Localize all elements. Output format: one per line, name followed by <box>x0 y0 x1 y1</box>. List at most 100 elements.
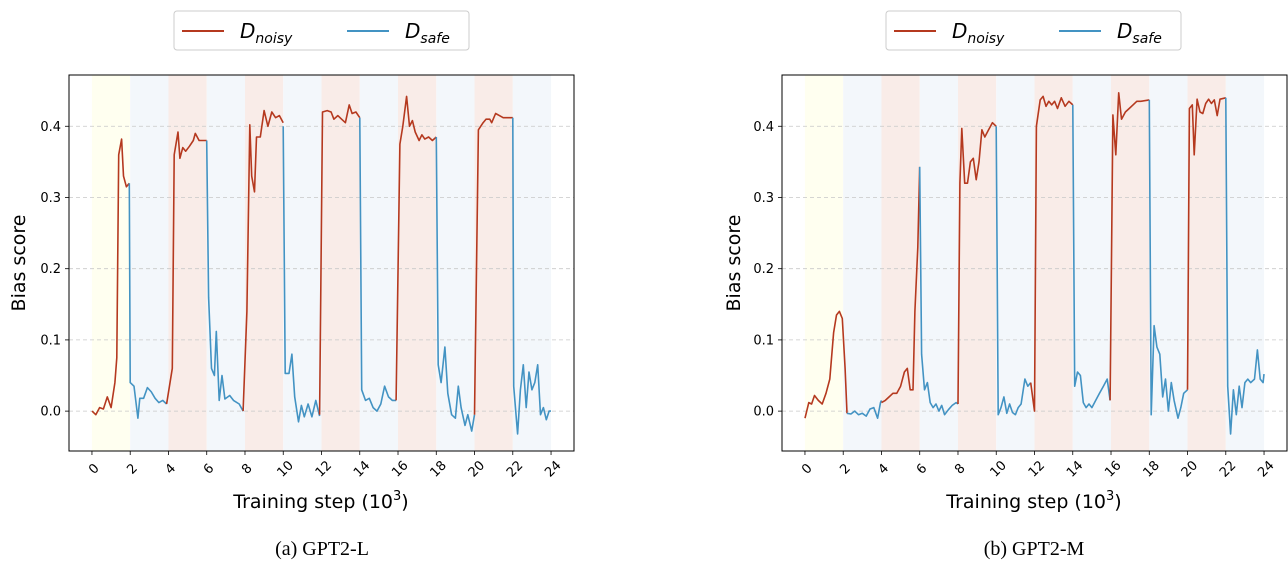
x-tick-label: 22 <box>504 458 526 480</box>
band-safe <box>359 75 399 451</box>
x-tick-label: 0 <box>86 461 102 477</box>
band-safe <box>1072 75 1112 451</box>
series-line-noisy <box>395 95 437 401</box>
x-tick-label: 16 <box>1102 458 1124 480</box>
series-line-safe <box>846 400 883 420</box>
series-line-noisy <box>1109 92 1150 401</box>
series-line-safe <box>128 183 168 420</box>
x-tick-label: 24 <box>542 458 564 480</box>
x-tick-label: 20 <box>1179 458 1201 480</box>
legend-label-safe: Dsafe <box>1117 19 1162 47</box>
y-tick-label: 0.4 <box>40 120 61 135</box>
band-init <box>804 75 844 451</box>
series-line-safe <box>995 126 1032 416</box>
series-line-noisy <box>165 131 207 405</box>
x-tick-label: 2 <box>837 461 853 477</box>
legend: Dnoisy Dsafe <box>173 10 470 51</box>
legend-box <box>885 10 1182 51</box>
series-line-safe <box>359 117 397 412</box>
band-safe <box>436 75 475 451</box>
band-safe <box>1149 75 1188 451</box>
y-tick-label: 0.3 <box>753 191 774 206</box>
y-tick-label: 0.1 <box>40 333 61 348</box>
series-line-safe <box>511 117 551 435</box>
x-axis-label: Training step (103) <box>232 489 408 513</box>
band-noisy <box>881 75 920 451</box>
y-tick-label: 0.2 <box>753 262 774 277</box>
x-tick-label: 22 <box>1217 458 1239 480</box>
band-safe <box>283 75 322 451</box>
x-tick-label: 10 <box>274 458 296 480</box>
series-line-noisy <box>1186 97 1226 390</box>
y-tick-label: 0.2 <box>40 262 61 277</box>
y-tick-label: 0.4 <box>753 120 774 135</box>
band-noisy <box>244 75 284 451</box>
x-tick-label: 6 <box>201 461 217 477</box>
y-tick-label: 0.1 <box>753 333 774 348</box>
band-noisy <box>957 75 997 451</box>
band-safe <box>996 75 1035 451</box>
y-tick-label: 0.0 <box>40 405 61 420</box>
series-line-safe <box>282 126 321 423</box>
series-line-noisy <box>804 310 848 419</box>
band-noisy <box>1034 75 1073 451</box>
band-noisy <box>398 75 437 451</box>
series-line-noisy <box>473 112 513 415</box>
series-line-safe <box>435 136 476 432</box>
band-safe <box>206 75 245 451</box>
series-line-safe <box>1225 97 1265 435</box>
x-tick-label: 2 <box>124 461 140 477</box>
plot-frame <box>781 74 1288 452</box>
panel-caption: (b) GPT2-M <box>984 538 1085 560</box>
x-tick-label: 0 <box>799 461 815 477</box>
band-safe <box>512 75 552 451</box>
series-line-noisy <box>91 138 130 416</box>
series-line-noisy <box>1029 95 1074 412</box>
x-tick-label: 4 <box>163 461 179 477</box>
y-axis-label: Bias score <box>723 215 745 312</box>
x-tick-label: 12 <box>1026 458 1048 480</box>
y-tick-label: 0.3 <box>40 191 61 206</box>
legend-label-noisy: Dnoisy <box>240 19 293 47</box>
legend: Dnoisy Dsafe <box>885 10 1182 51</box>
x-tick-label: 10 <box>987 458 1009 480</box>
series-line-safe <box>1148 99 1189 420</box>
band-safe <box>130 75 169 451</box>
band-init <box>91 75 131 451</box>
series-line-safe <box>205 140 244 412</box>
x-axis-label: Training step (103) <box>945 489 1121 513</box>
series-line-noisy <box>318 104 361 415</box>
x-tick-label: 6 <box>914 461 930 477</box>
series-line-noisy <box>957 121 997 405</box>
x-tick-label: 16 <box>389 458 411 480</box>
legend-label-noisy: Dnoisy <box>952 19 1005 47</box>
x-tick-label: 18 <box>427 458 449 480</box>
x-tick-label: 18 <box>1140 458 1162 480</box>
x-tick-label: 12 <box>313 458 335 480</box>
legend-label-safe: Dsafe <box>405 19 450 47</box>
x-tick-label: 8 <box>952 461 968 477</box>
band-safe <box>1225 75 1265 451</box>
x-tick-label: 20 <box>466 458 488 480</box>
band-noisy <box>168 75 207 451</box>
plot-frame <box>68 74 575 452</box>
x-tick-label: 14 <box>1064 458 1086 480</box>
series-line-safe <box>918 166 959 416</box>
band-safe <box>843 75 882 451</box>
series-line-safe <box>1072 104 1111 409</box>
chart-panel: 0.00.10.20.30.40 2 4 6 8 10 12 14 16 18 20 22 24Bias… <box>723 10 1288 560</box>
x-tick-label: 24 <box>1255 458 1277 480</box>
series-line-noisy <box>242 109 284 412</box>
panel-caption: (a) GPT2-L <box>275 538 369 560</box>
band-noisy <box>474 75 513 451</box>
x-tick-label: 14 <box>351 458 373 480</box>
x-tick-label: 4 <box>876 461 892 477</box>
chart-panel: 0.00.10.20.30.40 2 4 6 8 10 12 14 16 18 20 22 24Bias… <box>8 10 575 560</box>
legend-box <box>173 10 470 51</box>
x-tick-label: 8 <box>239 461 255 477</box>
y-axis-label: Bias score <box>8 215 30 312</box>
band-noisy <box>321 75 360 451</box>
band-safe <box>919 75 958 451</box>
series-line-noisy <box>881 166 921 404</box>
